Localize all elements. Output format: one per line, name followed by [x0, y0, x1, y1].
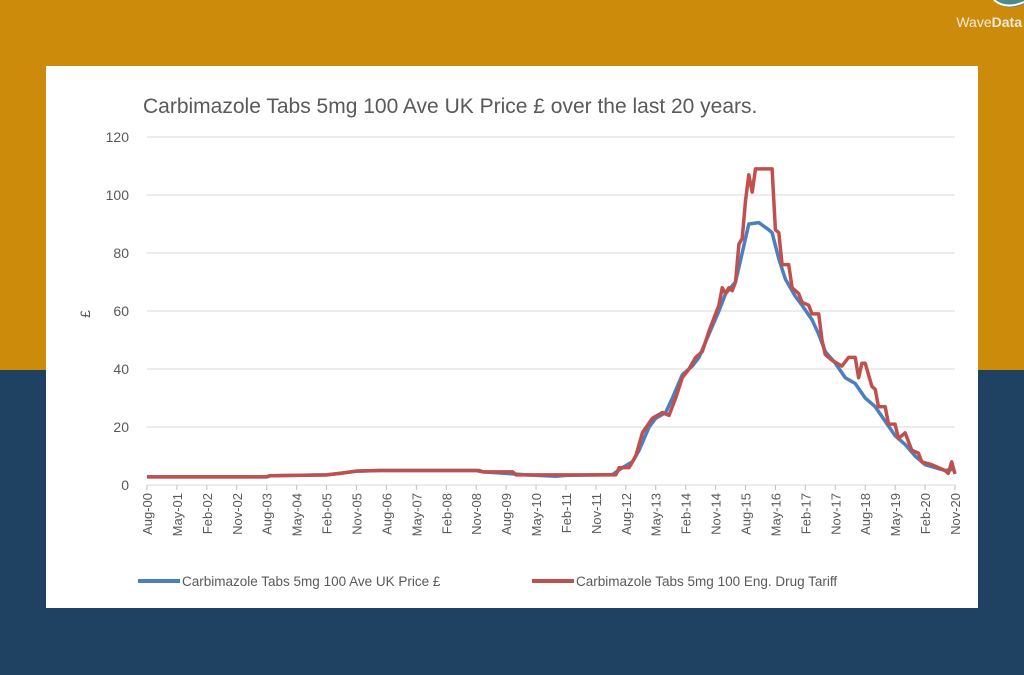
x-tick-label: Feb-11 [559, 493, 574, 533]
x-tick-label: Aug-18 [858, 493, 873, 535]
x-tick-label: Feb-14 [679, 493, 694, 534]
x-tick-label: May-07 [409, 493, 424, 536]
y-tick-label: 40 [113, 361, 129, 377]
x-tick-label: May-19 [888, 493, 903, 536]
x-tick-label: Aug-15 [739, 493, 754, 535]
x-tick-label: Nov-20 [948, 493, 963, 535]
y-tick-label: 100 [106, 187, 130, 203]
x-tick-label: Nov-17 [828, 493, 843, 535]
x-tick-label: Aug-03 [260, 493, 275, 535]
legend-label-drug-tariff: Carbimazole Tabs 5mg 100 Eng. Drug Tarif… [576, 574, 837, 589]
x-tick-label: May-01 [170, 493, 185, 536]
chart-title: Carbimazole Tabs 5mg 100 Ave UK Price £ … [143, 95, 757, 118]
logo-text-bold: Data [991, 14, 1022, 30]
x-tick-label: Feb-08 [439, 493, 454, 534]
chart-card: Carbimazole Tabs 5mg 100 Ave UK Price £ … [46, 66, 978, 608]
legend: Carbimazole Tabs 5mg 100 Ave UK Price £ … [138, 574, 837, 589]
series-line-avg-price [147, 220, 956, 479]
y-tick-label: 0 [121, 477, 129, 493]
x-tick-label: Nov-02 [230, 493, 245, 535]
x-tick-label: Nov-11 [589, 493, 604, 534]
x-tick-label: Aug-09 [499, 493, 514, 535]
x-tick-label: Nov-05 [349, 493, 364, 535]
y-tick-label: 20 [113, 419, 129, 435]
x-tick-label: Feb-20 [918, 493, 933, 534]
x-tick-label: Nov-08 [469, 493, 484, 535]
logo-text-light: Wave [956, 14, 992, 30]
y-tick-label: 80 [113, 245, 129, 261]
x-tick-label: Nov-14 [709, 493, 724, 535]
x-tick-label: May-04 [290, 493, 305, 536]
y-axis-label: £ [77, 310, 93, 318]
wavedata-logo: WaveData [944, 0, 1024, 34]
x-tick-label: Aug-00 [140, 493, 155, 535]
y-tick-label: 120 [106, 129, 130, 145]
x-tick-label: May-16 [768, 493, 783, 536]
x-tick-label: May-13 [649, 493, 664, 536]
x-tick-label: May-10 [529, 493, 544, 536]
x-tick-label: Aug-06 [379, 493, 394, 535]
line-chart: Carbimazole Tabs 5mg 100 Ave UK Price £ … [77, 95, 963, 589]
x-tick-label: Feb-17 [798, 493, 813, 534]
x-tick-label: Aug-12 [619, 493, 634, 535]
x-tick-label: Feb-05 [320, 493, 335, 534]
series-line-drug-tariff [147, 167, 957, 479]
x-tick-label: Feb-02 [200, 493, 215, 534]
legend-label-avg-price: Carbimazole Tabs 5mg 100 Ave UK Price £ [182, 574, 441, 589]
y-tick-label: 60 [113, 303, 129, 319]
